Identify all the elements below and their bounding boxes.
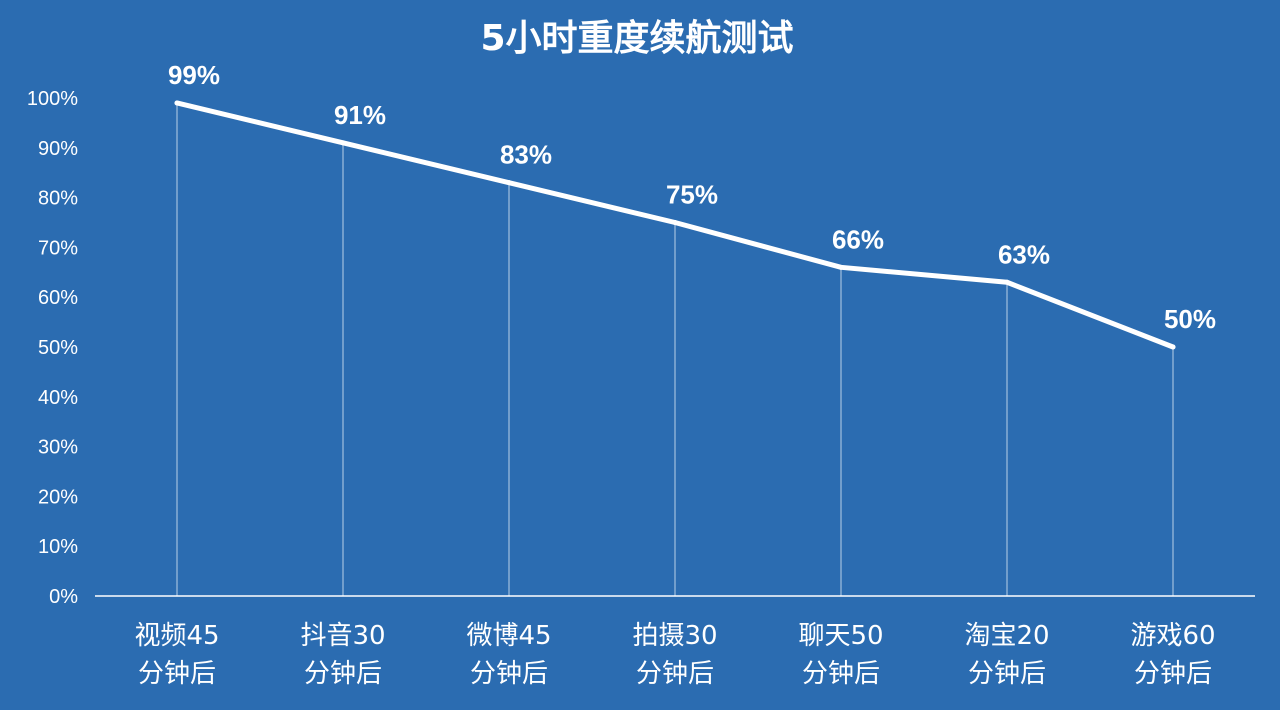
- data-label: 63%: [998, 239, 1050, 269]
- data-labels: 99% 91% 83% 75% 66% 63% 50%: [168, 60, 1216, 334]
- data-point: [506, 180, 512, 186]
- x-tick-label: 抖音30 分钟后: [300, 621, 385, 689]
- drop-lines: [176, 102, 1174, 596]
- y-tick-label: 40%: [38, 387, 78, 409]
- x-tick-label: 视频45 分钟后: [134, 621, 219, 689]
- x-tick-label: 微博45 分钟后: [466, 621, 551, 689]
- y-tick-label: 90%: [38, 138, 78, 160]
- x-tick-label: 游戏60 分钟后: [1130, 621, 1215, 689]
- data-label: 75%: [666, 180, 718, 210]
- series-line-group: [174, 100, 1176, 350]
- data-point: [1004, 279, 1010, 285]
- chart-title: 5小时重度续航测试: [480, 17, 793, 59]
- data-label: 50%: [1164, 304, 1216, 334]
- data-label: 66%: [832, 224, 884, 254]
- y-tick-label: 50%: [38, 337, 78, 359]
- y-tick-label: 20%: [38, 486, 78, 508]
- data-point: [174, 100, 180, 106]
- x-tick-label: 拍摄30 分钟后: [632, 621, 717, 689]
- y-tick-label: 30%: [38, 437, 78, 459]
- data-label: 99%: [168, 60, 220, 90]
- data-point: [340, 140, 346, 146]
- data-label: 91%: [334, 100, 386, 130]
- data-point: [672, 220, 678, 225]
- y-tick-label: 0%: [49, 586, 78, 608]
- y-tick-label: 70%: [38, 237, 78, 259]
- y-tick-label: 10%: [38, 536, 78, 558]
- data-label: 83%: [500, 140, 552, 170]
- x-axis-ticks: 视频45 分钟后 抖音30 分钟后 微博45 分钟后 拍摄30 分钟后 聊天50 分钟后 淘宝20 分…: [134, 621, 1215, 689]
- data-point: [838, 264, 844, 270]
- y-tick-label: 100%: [27, 88, 78, 110]
- y-tick-label: 80%: [38, 188, 78, 210]
- data-point: [1170, 344, 1176, 350]
- x-tick-label: 聊天50 分钟后: [798, 621, 883, 689]
- y-axis-ticks: 0% 10% 20% 30% 40% 50% 60% 70% 80% 90% 100%: [27, 88, 78, 608]
- x-tick-label: 淘宝20 分钟后: [964, 621, 1049, 689]
- y-tick-label: 60%: [38, 287, 78, 309]
